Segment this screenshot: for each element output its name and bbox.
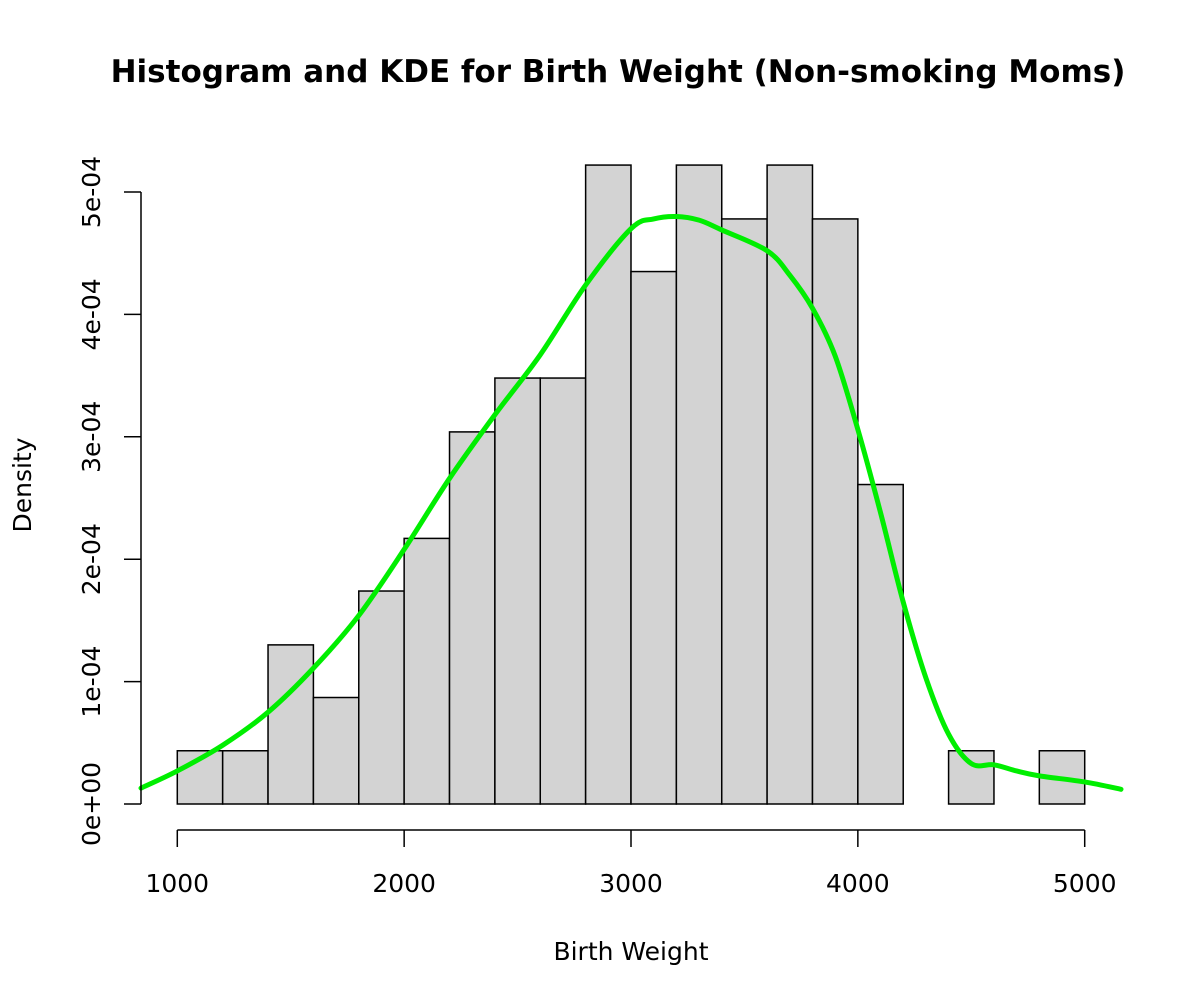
histogram-bar xyxy=(494,377,542,805)
histogram-bar xyxy=(675,164,723,805)
y-tick-label: 4e-04 xyxy=(77,278,106,350)
histogram-bar xyxy=(539,377,587,805)
y-axis: 0e+00 1e-04 2e-04 3e-04 4e-04 5e-04 xyxy=(77,156,142,846)
histogram-bar xyxy=(947,750,995,805)
histogram-bar xyxy=(857,483,904,805)
x-tick-label: 2000 xyxy=(372,869,436,898)
histogram-bar xyxy=(811,218,859,805)
x-axis: 1000 2000 3000 4000 5000 xyxy=(145,829,1117,898)
x-tick-label: 3000 xyxy=(599,869,663,898)
y-tick-label: 5e-04 xyxy=(77,156,106,228)
chart-title: Histogram and KDE for Birth Weight (Non-… xyxy=(111,54,1126,90)
histogram-bar xyxy=(221,750,269,805)
kde-line xyxy=(138,213,1124,792)
x-axis-label: Birth Weight xyxy=(553,937,708,966)
histogram-bar xyxy=(448,431,496,805)
histogram-bar xyxy=(267,644,315,805)
y-tick-label: 3e-04 xyxy=(77,401,106,473)
x-tick-label: 5000 xyxy=(1053,869,1117,898)
histogram-bar xyxy=(766,164,814,805)
histogram-bars xyxy=(176,164,1086,805)
histogram-bar xyxy=(630,270,678,805)
histogram-bar xyxy=(584,164,632,805)
x-tick-label: 4000 xyxy=(826,869,890,898)
histogram-bar xyxy=(312,696,360,805)
histogram-bar xyxy=(358,590,405,805)
histogram-bar xyxy=(720,218,768,805)
y-tick-label: 0e+00 xyxy=(77,762,106,846)
histogram-bar xyxy=(403,537,451,805)
y-axis-label: Density xyxy=(8,437,37,532)
x-tick-label: 1000 xyxy=(145,869,209,898)
y-tick-label: 1e-04 xyxy=(77,646,106,718)
y-tick-label: 2e-04 xyxy=(77,523,106,595)
